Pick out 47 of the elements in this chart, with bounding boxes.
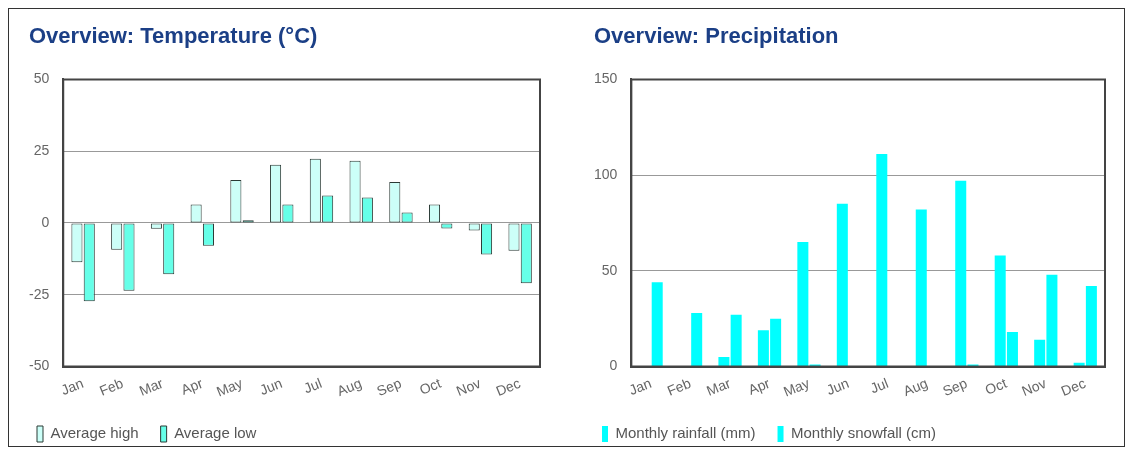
bar [797, 242, 809, 367]
x-tick-label: Dec [493, 374, 523, 399]
legend-label: Average low [174, 424, 257, 442]
y-tick-label: 0 [609, 357, 618, 374]
x-tick-label: Nov [453, 374, 483, 399]
bar [876, 154, 888, 367]
y-tick-label: 0 [41, 213, 50, 230]
bar [651, 282, 663, 367]
x-tick-label: Apr [745, 374, 773, 398]
x-tick-label: Oct [982, 374, 1009, 398]
x-tick-label: Jun [257, 374, 285, 399]
x-tick-label: May [781, 374, 812, 400]
x-tick-label: Mar [136, 374, 166, 399]
y-tick-label: 50 [33, 70, 50, 87]
bar [915, 209, 927, 367]
x-tick-label: Mar [704, 374, 733, 399]
x-tick-label: Feb [97, 374, 126, 399]
x-tick-label: Sep [374, 374, 404, 399]
bar [836, 203, 848, 367]
legend-label: Monthly rainfall (mm) [615, 424, 756, 442]
x-tick-label: May [214, 374, 245, 400]
y-tick-label: -25 [29, 285, 50, 302]
legend-label: Average high [50, 424, 139, 442]
x-tick-label: Aug [900, 374, 930, 399]
x-tick-label: Feb [664, 374, 694, 399]
y-tick-label: 150 [594, 70, 618, 87]
y-tick-label: 50 [601, 261, 618, 278]
x-tick-label: Jul [867, 374, 891, 397]
x-tick-label: Dec [1058, 374, 1088, 399]
y-tick-label: 100 [594, 165, 618, 182]
x-tick-label: Aug [334, 374, 364, 399]
chart-title: Overview: Temperature (°C) [29, 23, 319, 49]
x-tick-label: Oct [417, 374, 444, 398]
x-tick-label: Nov [1019, 374, 1049, 399]
x-tick-label: Jul [301, 374, 325, 397]
bar [691, 312, 703, 367]
x-tick-label: Jun [824, 374, 852, 399]
x-tick-label: Jan [58, 374, 86, 399]
y-tick-label: -50 [29, 357, 50, 374]
bar [730, 314, 742, 367]
x-tick-label: Apr [178, 374, 206, 398]
chart-title: Overview: Precipitation [594, 23, 840, 49]
x-tick-label: Sep [940, 374, 970, 399]
legend-label: Monthly snowfall (cm) [791, 424, 937, 442]
bar [718, 356, 730, 367]
x-tick-label: Jan [626, 374, 654, 399]
y-tick-label: 25 [33, 142, 50, 159]
